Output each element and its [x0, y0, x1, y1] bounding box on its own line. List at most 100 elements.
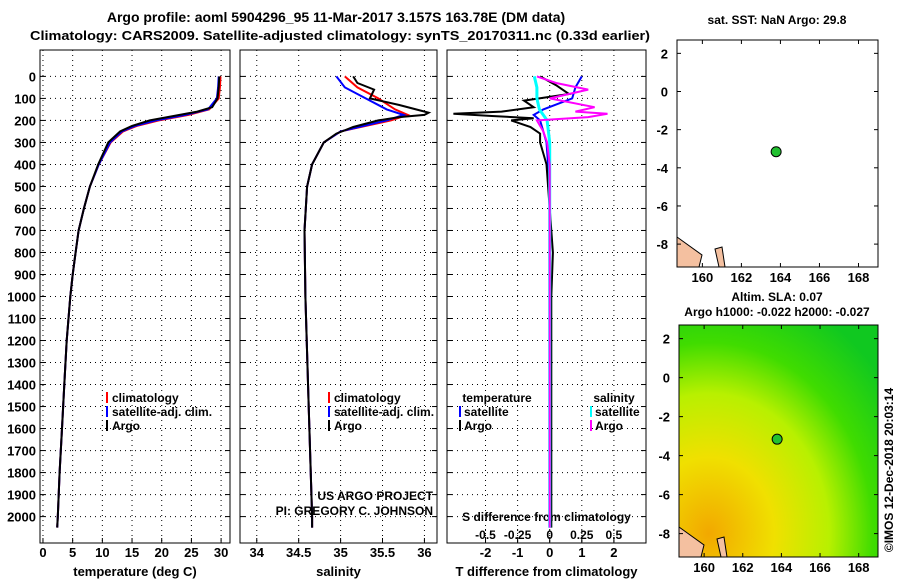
s-axis-label: S difference from climatology	[462, 510, 631, 524]
depth-tick-label: 1200	[7, 334, 36, 349]
depth-tick-label: 1000	[7, 290, 36, 305]
depth-tick-label: 1800	[7, 466, 36, 481]
depth-tick-label: 700	[14, 223, 36, 238]
depth-tick-label: 500	[14, 179, 36, 194]
map-lat-label: 0	[663, 371, 670, 386]
legend-swatch	[459, 420, 461, 431]
x-tick-label: -1	[512, 545, 524, 560]
s-tick-label: 0	[546, 528, 553, 542]
x-tick-label: 34.5	[286, 545, 311, 560]
figure-title-line2: Climatology: CARS2009. Satellite-adjuste…	[30, 28, 650, 43]
profile-panel-0: 0100200300400500600700800900100011001200…	[7, 49, 231, 579]
map-lon-label: 160	[692, 270, 714, 285]
land-mass	[714, 246, 726, 268]
map-lon-label: 162	[732, 560, 754, 575]
x-tick-label: 0	[546, 545, 553, 560]
x-tick-label: 1	[578, 545, 585, 560]
legend-label: Argo	[595, 419, 623, 433]
map-lon-label: 164	[770, 270, 792, 285]
profile-panel-1: 34 34.5 35 35.5 36 salinity	[239, 49, 438, 579]
legend-label: Argo	[334, 419, 362, 433]
float-location-marker	[770, 146, 782, 158]
depth-tick-label: 2000	[7, 510, 36, 525]
depth-tick-label: 1300	[7, 356, 36, 371]
legend-swatch	[590, 406, 592, 417]
map-lon-label: 166	[809, 270, 831, 285]
series-line-argo	[303, 75, 432, 528]
series-line-satellite-adj-clim-	[56, 76, 220, 528]
map-sla-title: Altim. SLA: 0.07	[731, 290, 823, 304]
legend-label: Argo	[112, 419, 140, 433]
plot-frame	[446, 49, 647, 544]
depth-tick-label: 900	[14, 267, 36, 282]
map-lat-label: -2	[656, 123, 668, 138]
s-tick-label: -0.5	[475, 528, 496, 542]
depth-tick-label: 100	[14, 91, 36, 106]
x-tick-label: -2	[480, 545, 492, 560]
map-lon-label: 162	[731, 270, 753, 285]
depth-tick-label: 0	[29, 69, 36, 84]
s-tick-label: 0.25	[570, 528, 594, 542]
x-tick-label: 34	[250, 545, 265, 560]
legend-swatch	[328, 406, 330, 417]
float-location-marker	[771, 433, 783, 445]
map-lat-label: -4	[656, 161, 668, 176]
x-tick-label: 10	[95, 545, 109, 560]
depth-tick-label: 1100	[8, 312, 36, 327]
legend-swatch	[106, 392, 108, 403]
map-panel-0: 160 162 164 166 168 2 0 -2 -4 -6 -8	[656, 39, 879, 285]
x-tick-label: 0	[39, 545, 46, 560]
series-line-climatology	[303, 75, 411, 528]
legend-label: satellite	[595, 405, 640, 419]
legend-title-temperature: temperature	[462, 391, 532, 405]
map-lat-label: -6	[658, 488, 670, 503]
map-lon-label: 168	[848, 270, 870, 285]
x-tick-label: 25	[184, 545, 198, 560]
depth-tick-label: 300	[14, 135, 36, 150]
map-lat-label: -6	[656, 199, 668, 214]
map-lon-label: 160	[693, 560, 715, 575]
series-line-salinity-argo	[535, 75, 608, 528]
pi-label: PI: GREGORY C. JOHNSON	[276, 504, 433, 518]
legend-label: satellite	[464, 405, 509, 419]
x-axis-label: T difference from climatology	[455, 564, 638, 579]
x-tick-label: 35.5	[370, 545, 395, 560]
x-tick-label: 35	[333, 545, 347, 560]
x-tick-label: 15	[125, 545, 139, 560]
map-lat-label: 2	[661, 46, 668, 61]
map-lon-label: 168	[848, 560, 870, 575]
depth-tick-label: 1900	[7, 488, 36, 503]
map-lon-label: 166	[809, 560, 831, 575]
x-tick-label: 36	[417, 545, 431, 560]
figure-title-line1: Argo profile: aoml 5904296_95 11-Mar-201…	[107, 9, 565, 25]
project-label: US ARGO PROJECT	[317, 489, 433, 503]
legend-label: satellite-adj. clim.	[112, 405, 212, 419]
legend-title-salinity: salinity	[593, 391, 635, 405]
map-lat-label: -4	[658, 449, 670, 464]
map-lon-label: 164	[771, 560, 793, 575]
legend-swatch	[106, 406, 108, 417]
credit-label: ©IMOS 12-Dec-2018 20:03:14	[882, 388, 896, 553]
depth-tick-label: 800	[14, 245, 36, 260]
legend-swatch	[590, 420, 592, 431]
map-frame	[678, 324, 879, 558]
depth-tick-label: 600	[14, 201, 36, 216]
x-axis-label: salinity	[316, 564, 362, 579]
depth-tick-label: 1700	[7, 444, 36, 459]
map-sst-title: sat. SST: NaN Argo: 29.8	[708, 13, 847, 27]
depth-tick-label: 200	[14, 113, 36, 128]
plot-frame	[239, 49, 438, 544]
depth-tick-label: 400	[14, 157, 36, 172]
legend-swatch	[328, 392, 330, 403]
plot-frame	[39, 49, 231, 544]
legend-label: climatology	[112, 391, 179, 405]
legend-label: Argo	[464, 419, 492, 433]
x-tick-label: 2	[610, 545, 617, 560]
x-tick-label: 20	[154, 545, 168, 560]
map-frame	[676, 39, 879, 268]
legend-swatch	[106, 420, 108, 431]
series-line-argo	[56, 76, 221, 528]
s-tick-label: 0.5	[606, 528, 623, 542]
